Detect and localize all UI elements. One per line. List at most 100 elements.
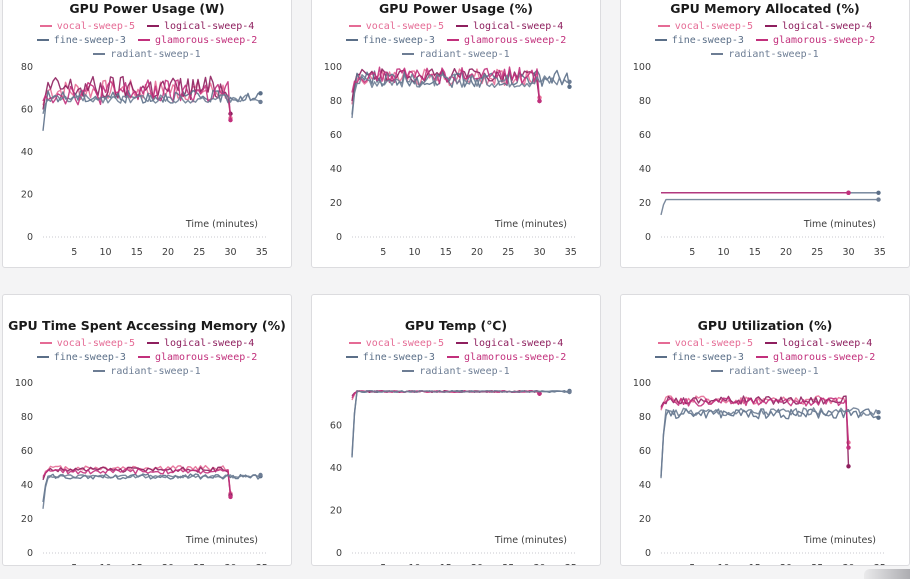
- x-tick-label: 5: [689, 563, 695, 566]
- x-tick-label: 5: [689, 247, 695, 258]
- series-endpoint-glamorous-sweep-2: [537, 99, 541, 103]
- series-endpoint-radiant-sweep-1: [876, 410, 880, 414]
- series-line-radiant-sweep-1[interactable]: [661, 408, 879, 478]
- series-endpoint-fine-sweep-3: [567, 85, 571, 89]
- panel-gpu-memory-allocated[interactable]: GPU Memory Allocated (%) vocal-sweep-5 lo…: [620, 0, 910, 268]
- y-tick-label: 60: [21, 105, 33, 116]
- x-tick-label: 5: [71, 247, 77, 258]
- panel-gpu-memory-access-time[interactable]: GPU Time Spent Accessing Memory (%) voca…: [2, 294, 292, 566]
- x-tick-label: 10: [99, 563, 111, 566]
- y-tick-label: 0: [645, 232, 651, 243]
- x-axis-label: Time (minutes): [803, 219, 876, 230]
- x-tick-label: 15: [131, 247, 143, 258]
- x-tick-label: 25: [193, 563, 205, 566]
- x-axis-label: Time (minutes): [494, 219, 567, 230]
- series-line-radiant-sweep-1[interactable]: [43, 475, 261, 509]
- x-tick-label: 15: [440, 563, 452, 566]
- x-tick-label: 25: [193, 247, 205, 258]
- panel-gpu-utilization[interactable]: GPU Utilization (%) vocal-sweep-5 logical…: [620, 294, 910, 566]
- y-tick-label: 20: [639, 198, 651, 209]
- y-tick-label: 0: [336, 232, 342, 243]
- line-chart: 0204060805 10 15 20 25 30 35Time (minutes): [3, 0, 292, 268]
- series-line-fine-sweep-3[interactable]: [352, 391, 570, 458]
- x-tick-label: 20: [471, 563, 483, 566]
- series-endpoint-fine-sweep-3: [876, 191, 880, 195]
- x-axis-label: Time (minutes): [185, 219, 258, 230]
- x-axis-label: Time (minutes): [185, 535, 258, 546]
- series-line-radiant-sweep-1[interactable]: [661, 200, 879, 215]
- x-tick-label: 25: [811, 563, 823, 566]
- series-line-glamorous-sweep-2[interactable]: [43, 469, 231, 497]
- x-tick-label: 30: [533, 563, 545, 566]
- series-line-radiant-sweep-1[interactable]: [352, 391, 570, 456]
- line-chart: 0 20 40 60 80 100 5 10 15 20 25 30 35 Time (minutes): [621, 295, 910, 566]
- y-tick-label: 100: [15, 378, 33, 389]
- x-tick-label: 10: [408, 563, 420, 566]
- x-tick-label: 30: [842, 563, 854, 566]
- series-endpoint-radiant-sweep-1: [567, 390, 571, 394]
- y-tick-label: 20: [330, 506, 342, 517]
- x-tick-label: 20: [162, 247, 174, 258]
- x-tick-label: 35: [256, 563, 268, 566]
- y-tick-label: 0: [27, 548, 33, 559]
- series-line-glamorous-sweep-2[interactable]: [661, 398, 849, 448]
- x-tick-label: 10: [717, 247, 729, 258]
- x-tick-label: 35: [874, 563, 886, 566]
- x-axis-label: Time (minutes): [494, 535, 567, 546]
- y-tick-label: 100: [324, 62, 342, 73]
- y-tick-label: 80: [330, 96, 342, 107]
- series-endpoint-glamorous-sweep-2: [846, 191, 850, 195]
- series-endpoint-glamorous-sweep-2: [228, 495, 232, 499]
- y-tick-label: 0: [27, 232, 33, 243]
- series-endpoint-fine-sweep-3: [258, 91, 262, 95]
- y-tick-label: 40: [639, 164, 651, 175]
- series-endpoint-glamorous-sweep-2: [846, 445, 850, 449]
- y-tick-label: 40: [21, 147, 33, 158]
- series-endpoint-fine-sweep-3: [876, 416, 880, 420]
- x-tick-label: 25: [811, 247, 823, 258]
- y-tick-label: 80: [639, 96, 651, 107]
- series-line-logical-sweep-4[interactable]: [661, 396, 849, 466]
- line-chart: 0 20 40 60 80 100 5 10 15 20 25 30 35 Time (minutes): [3, 295, 292, 566]
- y-tick-label: 40: [330, 463, 342, 474]
- line-chart: 02040605101520253035Time (minutes): [312, 295, 601, 566]
- x-tick-label: 15: [749, 563, 761, 566]
- series-endpoint-radiant-sweep-1: [876, 197, 880, 201]
- series-endpoint-radiant-sweep-1: [258, 100, 262, 104]
- x-tick-label: 20: [780, 247, 792, 258]
- x-tick-label: 25: [502, 563, 514, 566]
- y-tick-label: 60: [21, 446, 33, 457]
- y-tick-label: 80: [21, 62, 33, 73]
- y-tick-label: 100: [633, 378, 651, 389]
- x-tick-label: 10: [717, 563, 729, 566]
- y-tick-label: 100: [633, 62, 651, 73]
- y-tick-label: 60: [330, 421, 342, 432]
- panel-gpu-temp[interactable]: GPU Temp (℃) vocal-sweep-5 logical-sweep-…: [311, 294, 601, 566]
- x-tick-label: 20: [780, 563, 792, 566]
- y-tick-label: 20: [330, 198, 342, 209]
- x-tick-label: 35: [565, 247, 577, 258]
- y-tick-label: 0: [645, 548, 651, 559]
- x-tick-label: 35: [256, 247, 268, 258]
- x-tick-label: 30: [224, 247, 236, 258]
- series-line-radiant-sweep-1[interactable]: [43, 95, 261, 114]
- y-tick-label: 60: [639, 446, 651, 457]
- x-tick-label: 30: [224, 563, 236, 566]
- x-tick-label: 25: [502, 247, 514, 258]
- x-tick-label: 5: [380, 247, 386, 258]
- series-line-fine-sweep-3[interactable]: [661, 409, 879, 477]
- x-tick-label: 30: [842, 247, 854, 258]
- y-tick-label: 80: [639, 412, 651, 423]
- panel-gpu-power-percent[interactable]: GPU Power Usage (%) vocal-sweep-5 logical…: [311, 0, 601, 268]
- x-tick-label: 15: [131, 563, 143, 566]
- panel-gpu-power-watts[interactable]: GPU Power Usage (W) vocal-sweep-5 logical…: [2, 0, 292, 268]
- x-tick-label: 35: [874, 247, 886, 258]
- x-tick-label: 35: [565, 563, 577, 566]
- y-tick-label: 20: [639, 514, 651, 525]
- x-tick-label: 5: [71, 563, 77, 566]
- line-chart: 0 20 40 60 80 100 5 10 15 20 25 30 35 Time (minutes): [621, 0, 910, 268]
- series-endpoint-radiant-sweep-1: [567, 80, 571, 84]
- x-axis-label: Time (minutes): [803, 535, 876, 546]
- x-tick-label: 20: [162, 563, 174, 566]
- resize-handle[interactable]: [864, 569, 910, 579]
